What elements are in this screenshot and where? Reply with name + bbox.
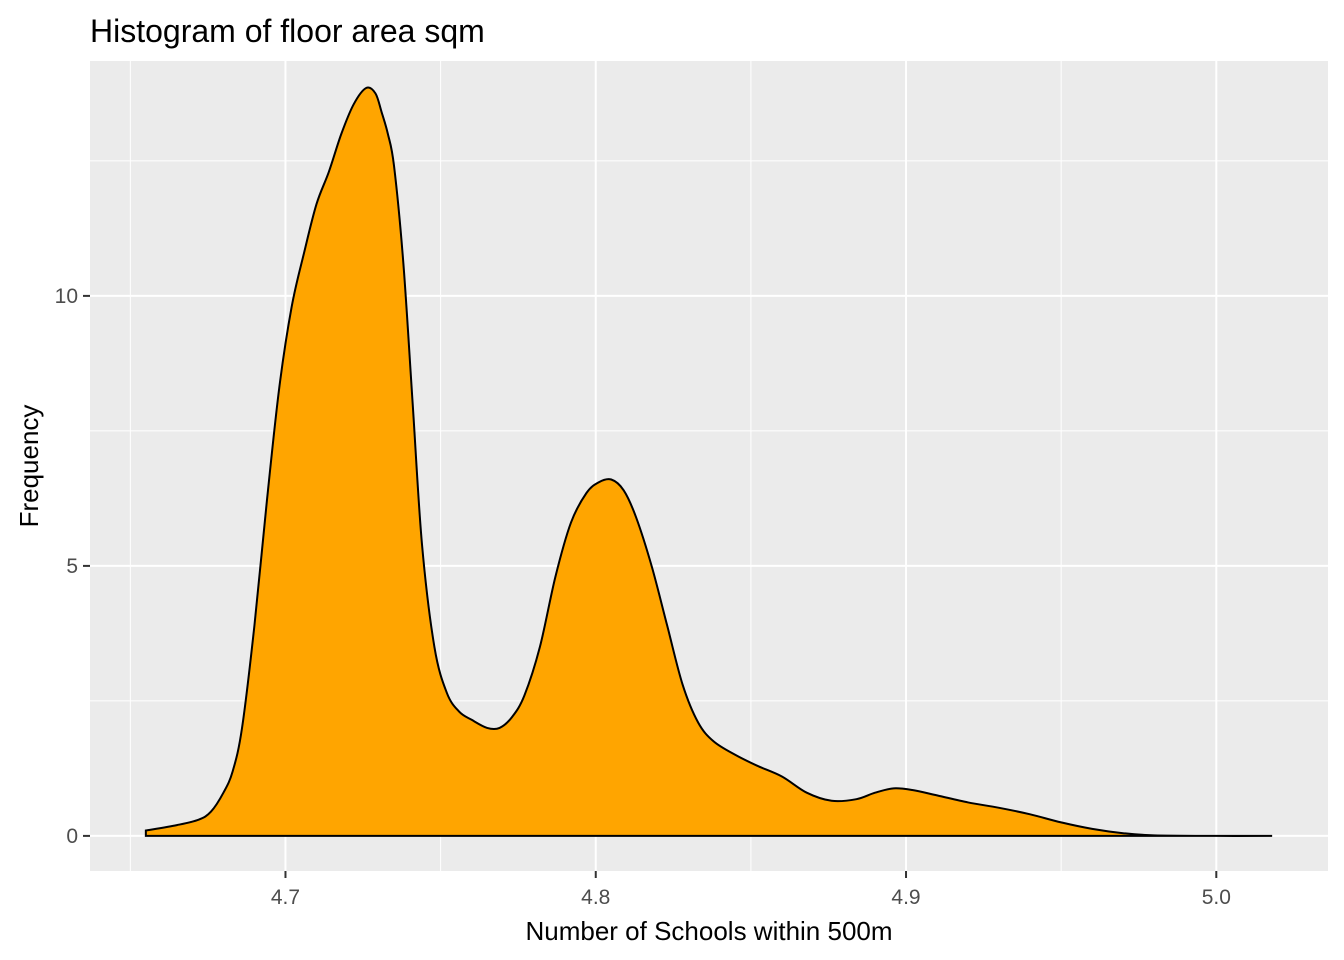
grid-minor-lines	[90, 61, 1328, 871]
y-tick-label: 0	[66, 825, 78, 848]
y-axis-title: Frequency	[14, 405, 44, 528]
x-axis-title: Number of Schools within 500m	[525, 916, 892, 946]
y-tick-label: 5	[66, 555, 78, 578]
x-tick-label: 4.9	[891, 886, 920, 909]
density-area	[144, 86, 1273, 837]
x-axis-ticks: 4.7 4.8 4.9 5.0	[271, 871, 1231, 909]
x-tick-label: 4.7	[271, 886, 300, 909]
y-tick-label: 10	[55, 285, 78, 308]
x-tick-label: 5.0	[1202, 886, 1231, 909]
y-axis-ticks: 0 5 10	[55, 285, 90, 848]
x-tick-label: 4.8	[581, 886, 610, 909]
chart-title: Histogram of floor area sqm	[90, 13, 485, 49]
